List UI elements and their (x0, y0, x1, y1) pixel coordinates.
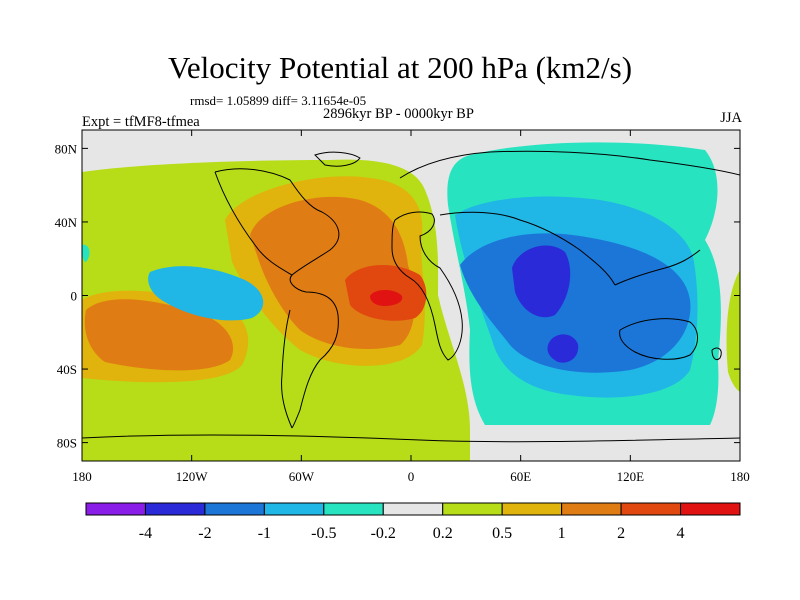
plot-title: Velocity Potential at 200 hPa (km2/s) (167, 50, 633, 85)
contour-fields (82, 142, 740, 461)
lat-tick-label: 80N (55, 141, 78, 156)
lon-tick-label: 0 (408, 469, 415, 484)
season-label: JJA (720, 110, 742, 126)
colorbar-swatch (561, 502, 622, 516)
lon-tick-label: 180 (72, 469, 92, 484)
colorbar-swatch (263, 502, 325, 516)
colorbar-label: 1 (558, 525, 566, 542)
colorbar-label: 2 (617, 525, 625, 542)
lat-tick-label: 40S (57, 362, 77, 377)
contour-neg-02-edge (82, 244, 90, 262)
lon-tick-label: 180 (730, 469, 750, 484)
lat-tick-label: 80S (57, 436, 77, 451)
colorbar-label: -4 (139, 525, 152, 542)
colorbar: -4 -2 -1 -0.5 -0.2 0.2 0.5 1 2 4 (85, 502, 741, 542)
experiment-label: Expt = tfMF8-tfmea (82, 114, 200, 130)
colorbar-label: -0.5 (311, 525, 336, 542)
lon-tick-label: 60E (510, 469, 531, 484)
contour-pos-02-east (726, 270, 740, 392)
period-label: 2896kyr BP - 0000kyr BP (323, 106, 474, 122)
colorbar-label: 0.2 (433, 525, 453, 542)
colorbar-label: -0.2 (371, 525, 396, 542)
contour-neg-2 (512, 245, 571, 318)
lat-tick-label: 40N (55, 215, 78, 230)
colorbar-label: -1 (258, 525, 271, 542)
colorbar-swatch (382, 502, 444, 516)
colorbar-label: -2 (198, 525, 211, 542)
contour-pos-4 (370, 290, 403, 306)
colorbar-label: 0.5 (492, 525, 512, 542)
coastlines (82, 150, 740, 443)
colorbar-swatch (680, 502, 741, 516)
colorbar-swatch (620, 502, 682, 516)
axis-ticks: 80N 40N 0 40S 80S 180 120W 60W 0 60E 120E 180 (55, 130, 750, 484)
lat-tick-label: 0 (71, 289, 78, 304)
lon-tick-label: 120E (617, 469, 645, 484)
stats-label: rmsd= 1.05899 diff= 3.11654e-05 (190, 93, 367, 108)
colorbar-swatch (144, 502, 206, 516)
colorbar-swatch (204, 502, 265, 516)
colorbar-swatch (85, 502, 146, 516)
contour-pos-1-west (84, 299, 234, 371)
colorbar-swatch (501, 502, 563, 516)
lon-tick-label: 60W (289, 469, 315, 484)
contour-neg-05-west (148, 266, 264, 321)
colorbar-swatch (323, 502, 384, 516)
contour-neg-2b (547, 334, 579, 363)
lon-tick-label: 120W (176, 469, 209, 484)
colorbar-swatch (442, 502, 503, 516)
colorbar-label: 4 (677, 525, 685, 542)
